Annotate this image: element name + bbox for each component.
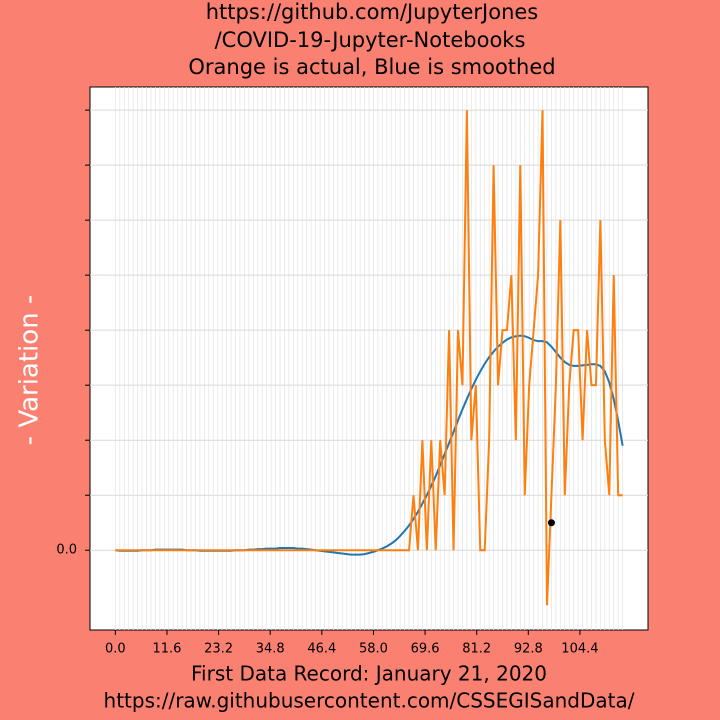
x-axis-label: First Data Record: January 21, 2020	[191, 662, 547, 686]
x-tick-label: 0.0	[105, 642, 126, 657]
x-tick-label: 69.6	[411, 642, 440, 657]
grid	[90, 87, 648, 630]
x-tick-label: 11.6	[153, 642, 182, 657]
chart-title: /COVID-19-Jupyter-Notebooks	[215, 28, 526, 52]
x-tick-label: 104.4	[561, 642, 598, 657]
x-tick-label: 92.8	[514, 642, 543, 657]
x-tick-label: 34.8	[256, 642, 285, 657]
lines	[115, 110, 624, 606]
x-axis-label: https://raw.githubusercontent.com/CSSEGI…	[104, 689, 635, 713]
series-line	[115, 110, 623, 606]
y-tick-label: 0.0	[56, 543, 77, 558]
marker-point	[547, 519, 555, 527]
x-tick-label: 23.2	[204, 642, 233, 657]
y-axis-label: - Variation -	[15, 295, 45, 446]
chart-title: https://github.com/JupyterJones	[206, 0, 538, 24]
chart-title: Orange is actual, Blue is smoothed	[188, 55, 555, 79]
x-tick-label: 46.4	[307, 642, 336, 657]
x-tick-label: 81.2	[462, 642, 491, 657]
x-tick-label: 58.0	[359, 642, 388, 657]
